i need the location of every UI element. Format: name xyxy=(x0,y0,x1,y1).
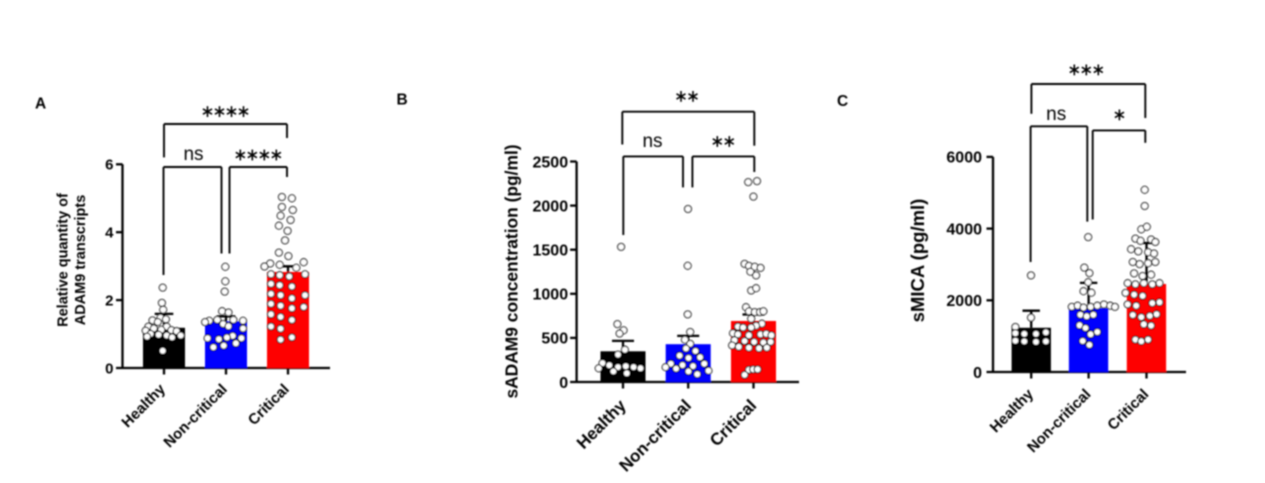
svg-text:ns: ns xyxy=(1046,104,1066,125)
svg-text:sMICA (pg/ml): sMICA (pg/ml) xyxy=(907,199,928,323)
svg-text:2000: 2000 xyxy=(533,198,569,215)
svg-text:C: C xyxy=(837,93,848,110)
svg-text:1000: 1000 xyxy=(533,287,569,304)
svg-text:4: 4 xyxy=(105,225,114,242)
svg-text:ns: ns xyxy=(642,131,662,152)
svg-text:0: 0 xyxy=(559,375,568,392)
svg-text:1500: 1500 xyxy=(533,243,569,260)
svg-text:6000: 6000 xyxy=(946,150,982,167)
svg-text:ns: ns xyxy=(183,144,203,165)
svg-text:0: 0 xyxy=(973,365,982,382)
svg-text:6: 6 xyxy=(105,157,113,174)
svg-text:sADAM9 concentration (pg/ml): sADAM9 concentration (pg/ml) xyxy=(502,144,522,398)
svg-text:B: B xyxy=(397,92,408,109)
svg-text:2000: 2000 xyxy=(946,293,982,310)
svg-text:ADAM9 transcripts: ADAM9 transcripts xyxy=(73,195,89,326)
svg-text:4000: 4000 xyxy=(946,221,982,238)
svg-text:500: 500 xyxy=(541,331,568,348)
svg-text:Relative quantity of: Relative quantity of xyxy=(56,193,72,327)
svg-text:2500: 2500 xyxy=(533,154,569,171)
svg-text:A: A xyxy=(35,96,46,113)
svg-text:2: 2 xyxy=(105,293,113,310)
svg-text:0: 0 xyxy=(105,360,113,377)
